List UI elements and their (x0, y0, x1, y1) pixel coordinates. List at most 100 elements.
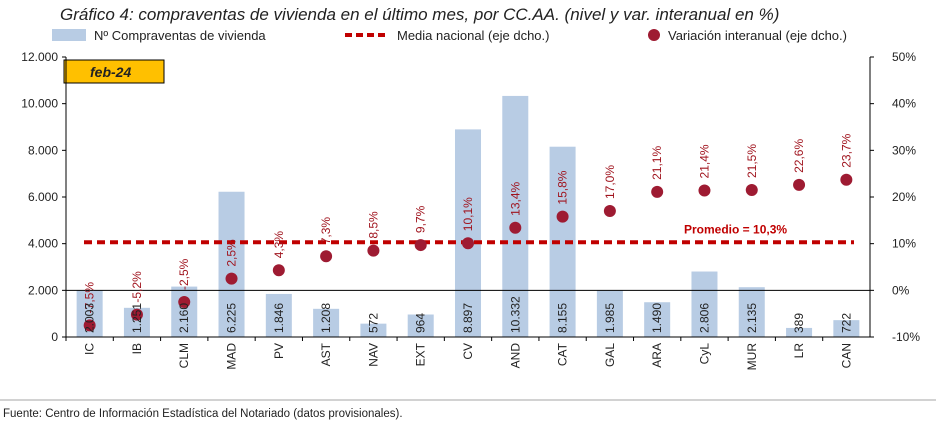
bar-value-label-CLM: 2.160 (177, 303, 191, 333)
bar-CLM (171, 286, 198, 337)
dot-NAV (367, 244, 380, 257)
category-label-CLM: CLM (177, 343, 191, 368)
category-label-ARA: ARA (650, 343, 664, 368)
bar-MAD (218, 191, 245, 337)
right-tick-label: 0% (892, 283, 910, 297)
right-tick-label: -10% (892, 330, 920, 344)
dot-IC (83, 319, 96, 332)
left-tick-label: 0 (51, 330, 58, 344)
bar-value-label-IB: 1.251 (130, 303, 144, 333)
bar-ARA (644, 302, 671, 337)
left-tick-label: 6.000 (28, 190, 58, 204)
bar-value-label-LR: 389 (792, 313, 806, 333)
dot-MAD (225, 272, 238, 285)
dot-CAT (556, 210, 569, 223)
dot-AND (509, 221, 522, 234)
period-label: feb-24 (90, 64, 131, 80)
bar-EXT (407, 314, 434, 337)
bar-MUR (738, 287, 765, 337)
category-label-AST: AST (319, 342, 333, 366)
bar-AND (502, 95, 529, 337)
period-box-background (63, 59, 165, 84)
chart-title: Gráfico 4: compraventas de vivienda en e… (60, 5, 779, 24)
source-note: Fuente: Centro de Información Estadístic… (3, 408, 403, 420)
category-label-IB: IB (130, 343, 144, 354)
category-label-MUR: MUR (745, 343, 759, 371)
average-line-label: Promedio = 10,3% (684, 222, 787, 236)
bar-CAN (833, 320, 860, 337)
bar-value-label-CAT: 8.155 (556, 303, 570, 333)
pct-label-ARA: 21,1% (650, 146, 664, 180)
category-label-EXT: EXT (414, 342, 428, 366)
dot-LR (793, 178, 806, 191)
dot-CLM (178, 296, 191, 308)
dot-PV (272, 264, 285, 277)
axes-layer: 0 2.000 4.000 6.000 8.000 10.000 12.000 -10% 0% 1… (21, 50, 920, 370)
pct-label-CAT: 15,8% (556, 170, 570, 204)
pct-label-PV: 4,3% (272, 231, 286, 259)
category-label-CV: CV (461, 343, 475, 360)
dot-ARA (651, 185, 664, 198)
pct-label-EXT: 9,7% (414, 205, 428, 233)
pct-label-IC: -7,5% (83, 282, 97, 314)
dot-GAL (603, 205, 616, 217)
bar-value-label-NAV: 572 (366, 313, 380, 333)
category-label-LR: LR (792, 343, 806, 359)
pct-label-IB: -5,2% (130, 271, 144, 303)
right-tick-label: 40% (892, 97, 916, 111)
pct-label-GAL: 17,0% (603, 165, 617, 199)
bar-value-label-AND: 10.332 (508, 296, 522, 333)
dot-IB (130, 308, 143, 321)
bar-NAV (360, 323, 387, 337)
right-tick-label: 10% (892, 237, 916, 251)
bars-layer (76, 95, 860, 337)
category-label-CAT: CAT (556, 342, 570, 366)
pct-label-AND: 13,4% (508, 181, 522, 215)
pct-label-MAD: 2,5% (225, 239, 239, 267)
left-tick-label: 8.000 (28, 143, 58, 157)
right-tick-label: 30% (892, 143, 916, 157)
pct-label-CyL: 21,4% (697, 144, 711, 178)
legend-line-label: Media nacional (eje dcho.) (397, 28, 549, 43)
dot-MUR (745, 184, 758, 196)
category-label-PV: PV (272, 343, 286, 359)
bar-value-label-CV: 8.897 (461, 303, 475, 333)
left-tick-label: 12.000 (21, 50, 58, 64)
pct-label-MUR: 21,5% (745, 144, 759, 178)
pct-label-CV: 10,1% (461, 197, 475, 231)
bar-value-label-GAL: 1.985 (603, 303, 617, 333)
left-tick-label: 4.000 (28, 237, 58, 251)
category-label-AND: AND (508, 343, 522, 369)
bar-value-label-ARA: 1.490 (650, 303, 664, 333)
bar-GAL (596, 290, 623, 337)
legend-dot-swatch (648, 29, 660, 41)
pct-label-NAV: 8,5% (366, 211, 380, 239)
bar-PV (265, 293, 292, 337)
bar-CV (454, 129, 482, 337)
category-label-NAV: NAV (366, 343, 380, 367)
dot-EXT (414, 239, 427, 252)
dots-layer (83, 173, 853, 332)
right-tick-label: 20% (892, 190, 916, 204)
bar-value-label-IC: 2.003 (83, 303, 97, 333)
category-label-GAL: GAL (603, 343, 617, 367)
category-label-MAD: MAD (225, 343, 239, 370)
left-tick-label: 2.000 (28, 283, 58, 297)
dot-CV (462, 237, 474, 250)
bar-CyL (691, 271, 718, 337)
bar-value-label-AST: 1.208 (319, 303, 333, 333)
right-tick-label: 50% (892, 50, 916, 64)
bar-value-label-CAN: 722 (839, 313, 853, 333)
dot-CyL (698, 184, 711, 197)
legend: Nº Compraventas de vivienda Media nacion… (52, 28, 847, 43)
legend-bar-swatch (52, 29, 86, 41)
dot-AST (320, 250, 333, 263)
left-tick-label: 10.000 (21, 97, 58, 111)
period-box: feb-24 (63, 59, 165, 84)
labels-layer: -7,5% -5,2% -2,5% 2,5% 4,3% 7,3% 8,5% 9,7% 10,1%… (83, 133, 854, 333)
pct-label-LR: 22,6% (792, 139, 806, 173)
bar-value-label-PV: 1.846 (272, 303, 286, 333)
pct-label-CAN: 23,7% (839, 133, 853, 167)
